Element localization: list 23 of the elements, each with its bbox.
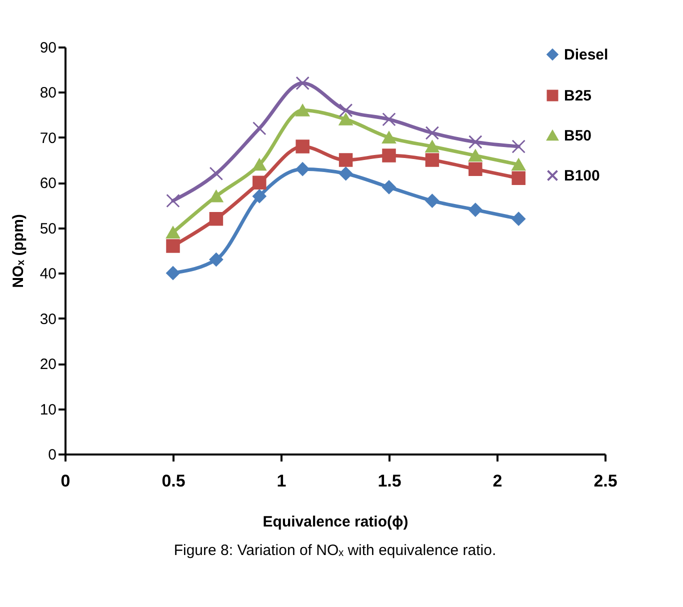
y-tick-label: 0 bbox=[48, 446, 56, 464]
y-tick-label: 60 bbox=[40, 175, 56, 192]
x-tick-label: 2 bbox=[492, 472, 502, 490]
x-tick-label: 0 bbox=[60, 472, 70, 490]
legend-label: Diesel bbox=[564, 46, 608, 64]
y-tick-label: 50 bbox=[40, 220, 56, 238]
legend-label: B50 bbox=[564, 128, 592, 144]
y-tick-label: 10 bbox=[40, 401, 56, 418]
y-tick-label: 40 bbox=[40, 266, 56, 283]
y-tick-label: 30 bbox=[40, 310, 56, 328]
x-tick-label: 2.5 bbox=[594, 472, 618, 490]
y-axis-title: NOₓ (ppm) bbox=[10, 214, 27, 288]
x-tick-label: 1 bbox=[276, 472, 286, 490]
x-axis-title: Equivalence ratio(ϕ) bbox=[262, 514, 408, 530]
y-tick-label: 20 bbox=[40, 356, 56, 374]
x-tick-label: 1.5 bbox=[378, 472, 402, 490]
legend-label: B100 bbox=[564, 168, 600, 184]
caption: Figure 8: Variation of NOₓ with equivalence ratio. bbox=[174, 542, 496, 559]
y-tick-label: 70 bbox=[40, 130, 56, 147]
x-tick-label: 0.5 bbox=[162, 472, 186, 490]
legend-label: B25 bbox=[564, 88, 592, 104]
y-tick-label: 90 bbox=[40, 40, 56, 56]
y-tick-label: 80 bbox=[40, 84, 56, 102]
